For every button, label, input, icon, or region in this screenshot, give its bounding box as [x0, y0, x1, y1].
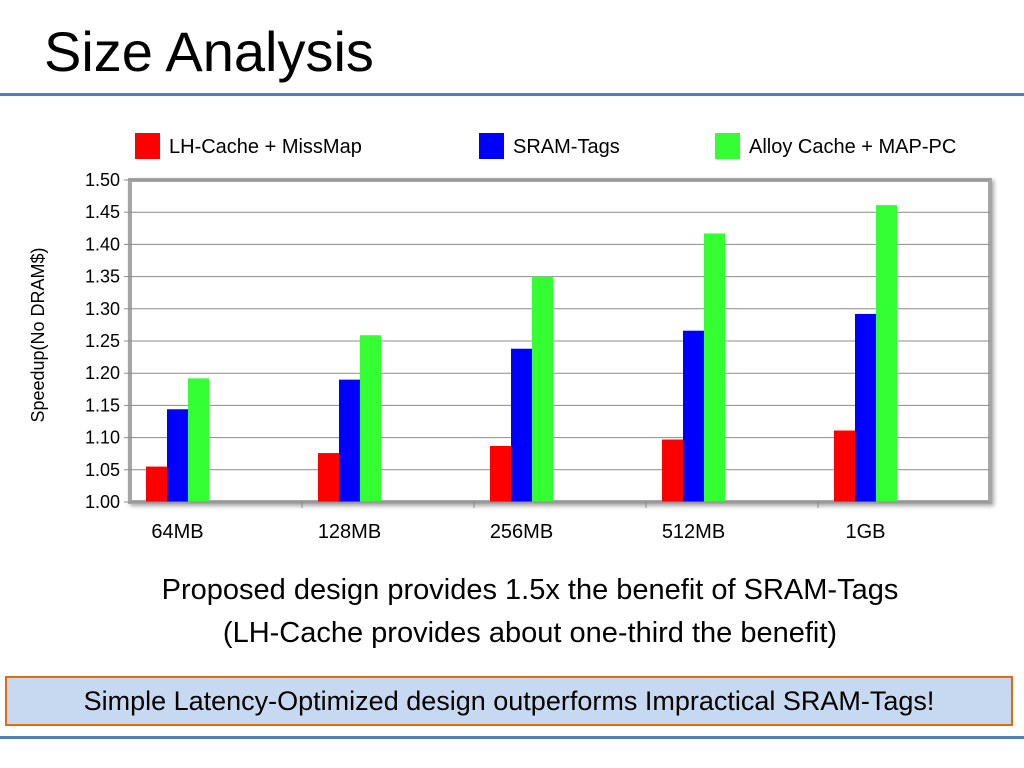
y-tick-label: 1.45	[85, 202, 120, 222]
y-tick-label: 1.50	[85, 170, 120, 190]
y-tick-label: 1.05	[85, 460, 120, 480]
y-axis: 1.00 1.05 1.10 1.15 1.20 1.25 1.30 1.35 1.40 1.45…	[85, 170, 130, 512]
bar-sram-tags-64mb	[167, 409, 188, 502]
bar-lh-cache-missmap-256mb	[490, 445, 511, 502]
slide-title: Size Analysis	[44, 20, 374, 83]
y-tick-label: 1.40	[85, 234, 120, 254]
bar-lh-cache-missmap-64mb	[146, 466, 167, 502]
y-tick-label: 1.35	[85, 267, 120, 287]
x-tick-label: 64MB	[151, 521, 203, 543]
speedup-bar-chart: LH-Cache + MissMap SRAM-Tags Alloy Cache +…	[28, 133, 992, 543]
bar-alloy-cache-map-pc-512mb	[704, 233, 725, 502]
y-tick-label: 1.20	[85, 363, 120, 383]
legend-label: Alloy Cache + MAP-PC	[749, 136, 956, 158]
title-divider	[0, 93, 1024, 96]
x-tick-label: 256MB	[490, 521, 553, 543]
bar-alloy-cache-map-pc-128mb	[360, 335, 381, 502]
x-tick-label: 128MB	[318, 521, 381, 543]
y-tick-label: 1.25	[85, 331, 120, 351]
legend-swatch	[135, 133, 160, 159]
bar-sram-tags-512mb	[683, 330, 704, 502]
bar-sram-tags-1gb	[855, 313, 876, 502]
y-tick-label: 1.30	[85, 299, 120, 319]
x-tick-label: 1GB	[845, 521, 885, 543]
bar-alloy-cache-map-pc-64mb	[188, 378, 209, 502]
bar-series	[146, 205, 897, 502]
y-axis-label: Speedup(No DRAM$)	[28, 247, 48, 422]
caption-line-2: (LH-Cache provides about one-third the b…	[222, 617, 838, 649]
bar-lh-cache-missmap-128mb	[318, 453, 339, 502]
bar-sram-tags-256mb	[511, 348, 532, 502]
legend-label: SRAM-Tags	[513, 136, 620, 158]
x-axis: 64MB 128MB 256MB 512MB 1GB	[130, 501, 990, 543]
bar-lh-cache-missmap-512mb	[662, 439, 683, 502]
y-tick-label: 1.15	[85, 395, 120, 415]
legend-label: LH-Cache + MissMap	[169, 136, 362, 158]
y-tick-label: 1.10	[85, 428, 120, 448]
chart-legend: LH-Cache + MissMap SRAM-Tags Alloy Cache +…	[135, 133, 956, 159]
bottom-divider	[0, 736, 1024, 739]
y-tick-label: 1.00	[85, 492, 120, 512]
bar-alloy-cache-map-pc-1gb	[876, 205, 897, 502]
x-tick-label: 512MB	[662, 521, 725, 543]
bar-alloy-cache-map-pc-256mb	[532, 276, 553, 502]
callout-box: Simple Latency-Optimized design outperfo…	[5, 676, 1013, 726]
caption-line-1: Proposed design provides 1.5x the benefi…	[161, 574, 899, 606]
legend-swatch	[479, 133, 504, 159]
legend-swatch	[715, 133, 740, 159]
bar-lh-cache-missmap-1gb	[834, 430, 855, 502]
bar-sram-tags-128mb	[339, 379, 360, 502]
